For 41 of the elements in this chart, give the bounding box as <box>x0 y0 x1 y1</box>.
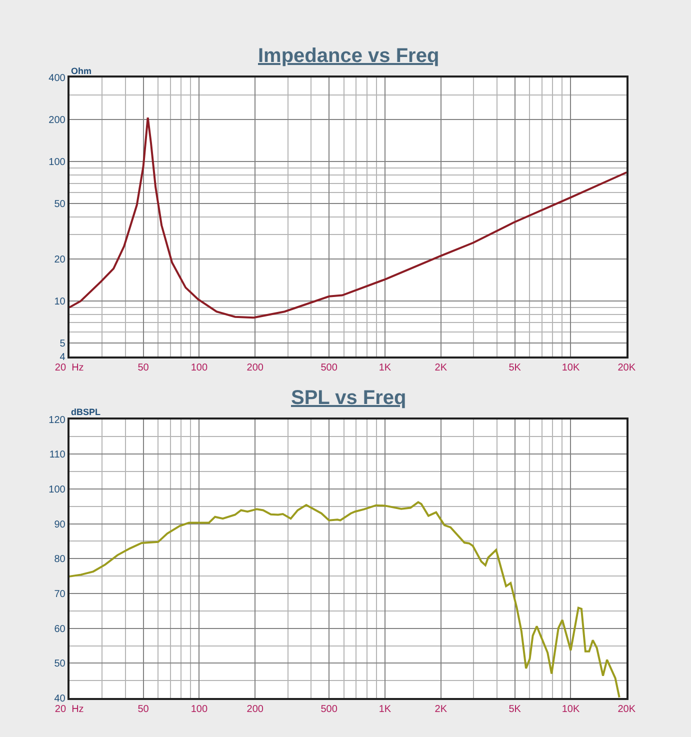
x-tick-label: 200 <box>246 362 264 374</box>
x-tick-label: 500 <box>320 362 338 374</box>
y-tick-label: 200 <box>48 115 66 126</box>
y-tick-label: 120 <box>48 414 66 426</box>
chart-title: Impedance vs Freq <box>258 45 440 67</box>
y-tick-label: 90 <box>54 519 66 530</box>
y-tick-label: 50 <box>54 658 66 670</box>
x-tick-label: 5K <box>508 362 522 374</box>
x-tick-label: 20K <box>618 704 636 716</box>
y-tick-label: 5 <box>60 338 66 350</box>
x-tick-label: 20 Hz <box>54 704 84 716</box>
x-tick-label: 100 <box>190 704 208 716</box>
y-tick-label: 70 <box>54 589 66 600</box>
x-tick-label: 10K <box>562 704 580 716</box>
chart-title: SPL vs Freq <box>291 387 406 409</box>
y-axis-title: Ohm <box>71 66 92 76</box>
x-tick-label: 1K <box>378 704 392 716</box>
y-tick-label: 80 <box>54 554 66 566</box>
y-tick-label: 20 <box>54 254 66 266</box>
y-tick-label: 110 <box>49 450 66 461</box>
x-tick-label: 50 <box>138 704 150 716</box>
x-tick-label: 2K <box>434 362 448 374</box>
x-tick-label: 20 Hz <box>54 362 84 374</box>
y-axis-title: dBSPL <box>71 407 102 417</box>
y-tick-label: 40 <box>54 694 66 705</box>
y-tick-label: 4 <box>60 352 66 364</box>
x-tick-label: 10K <box>562 362 580 374</box>
x-tick-label: 2K <box>434 704 448 716</box>
x-tick-label: 50 <box>138 362 150 374</box>
y-tick-label: 60 <box>54 624 66 635</box>
y-tick-label: 50 <box>54 199 66 210</box>
x-tick-label: 500 <box>320 704 338 716</box>
x-tick-label: 200 <box>246 704 264 716</box>
x-tick-label: 5K <box>508 704 522 716</box>
y-tick-label: 100 <box>48 484 66 496</box>
x-tick-label: 100 <box>190 362 208 374</box>
y-tick-label: 100 <box>48 157 66 168</box>
x-tick-label: 20K <box>618 362 636 374</box>
x-tick-label: 1K <box>378 362 392 374</box>
y-tick-label: 400 <box>48 73 66 84</box>
y-tick-label: 10 <box>54 296 66 308</box>
